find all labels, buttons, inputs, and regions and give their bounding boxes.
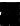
Text: Figure 3: Figure 3 bbox=[0, 1, 20, 23]
Text: B.: B. bbox=[1, 14, 20, 26]
Text: A.: A. bbox=[1, 3, 20, 23]
Title: Competition Binding of anti-CD70 mAbs to
mCD16-2 expressing Cho Cells: Competition Binding of anti-CD70 mAbs to… bbox=[0, 0, 20, 4]
Legend: anti-CD70 mAb, anti-CD70 mAb + AlkF: anti-CD70 mAb, anti-CD70 mAb + AlkF bbox=[0, 11, 10, 26]
Legend: anti-CD70 mAb, anti-CD70 mAb + AlkF: anti-CD70 mAb, anti-CD70 mAb + AlkF bbox=[0, 24, 10, 26]
